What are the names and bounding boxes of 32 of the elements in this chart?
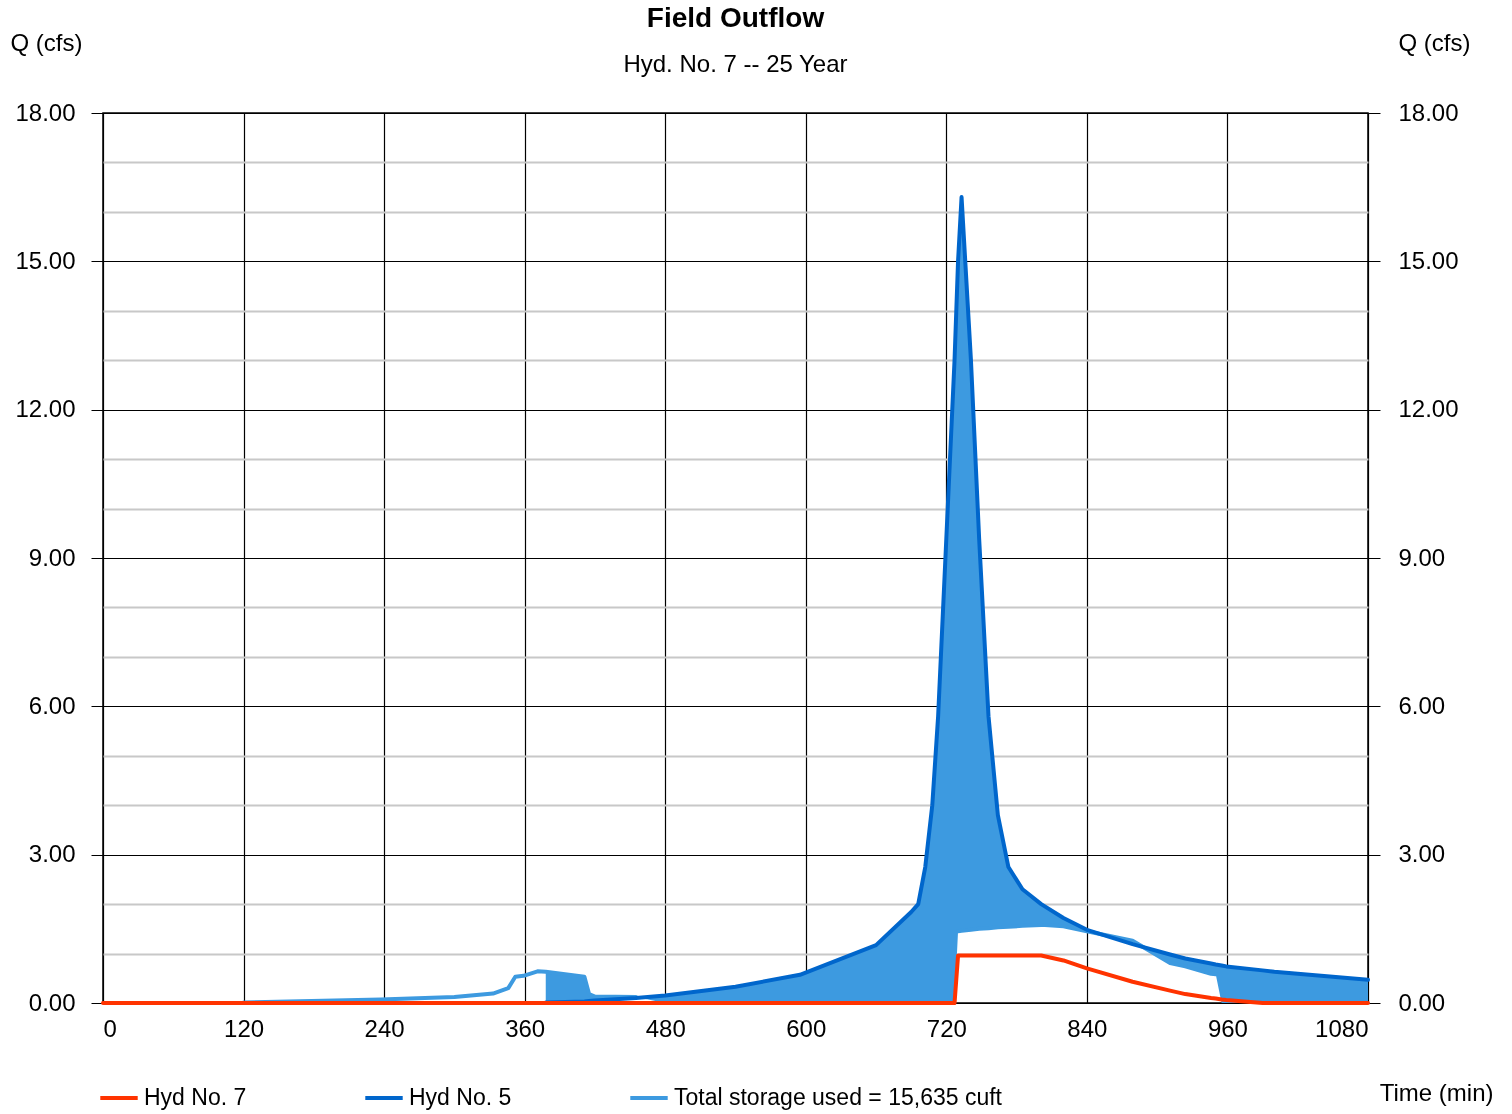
y-axis-title: Q (cfs) [10,28,83,56]
y2-tick-label: 12.00 [1398,395,1459,423]
y2-tick-label: 6.00 [1398,691,1446,719]
y-tick-label: 9.00 [28,543,76,571]
x-tick-label: 360 [505,1014,546,1042]
x-tick-label: 480 [645,1014,686,1042]
y-tick-label: 3.00 [28,840,76,868]
x-tick-label: 0 [103,1014,117,1042]
y2-tick-label: 3.00 [1398,840,1446,868]
x-tick-label: 240 [364,1014,405,1042]
chart-title: Field Outflow [646,2,825,33]
y-tick-label: 12.00 [15,395,76,423]
y2-tick-label: 15.00 [1398,246,1459,274]
x-tick-label: 960 [1207,1014,1248,1042]
chart-subtitle: Hyd. No. 7 -- 25 Year [623,50,848,77]
y-tick-label: 15.00 [15,246,76,274]
legend-label: Hyd No. 5 [409,1084,512,1110]
x-tick-label: 1080 [1315,1014,1369,1042]
y-tick-label: 0.00 [28,988,76,1016]
y2-tick-label: 9.00 [1398,543,1446,571]
x-tick-label: 720 [926,1014,967,1042]
y2-tick-label: 0.00 [1398,988,1446,1016]
legend-label: Hyd No. 7 [144,1084,247,1110]
y2-tick-label: 18.00 [1398,98,1459,126]
x-tick-label: 600 [786,1014,827,1042]
x-tick-label: 120 [224,1014,265,1042]
legend-label: Total storage used = 15,635 cuft [674,1084,1003,1110]
x-tick-label: 840 [1067,1014,1108,1042]
y-tick-label: 6.00 [28,691,76,719]
y-tick-label: 18.00 [15,98,76,126]
x-axis-title: Time (min) [1379,1078,1494,1106]
y2-axis-title: Q (cfs) [1398,28,1471,56]
